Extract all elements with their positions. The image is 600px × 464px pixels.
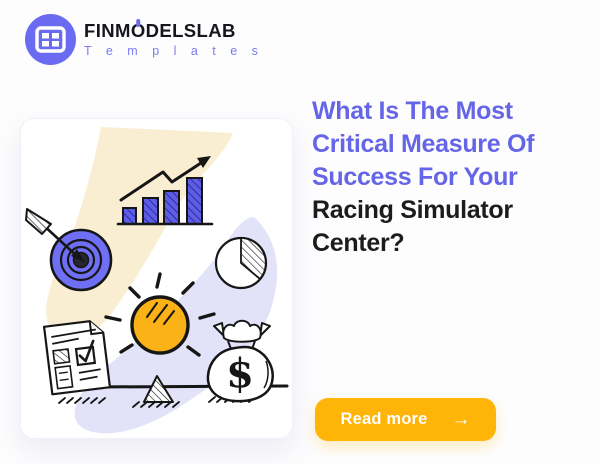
sun-rays <box>104 272 216 357</box>
title-line: What Is The Most <box>312 97 513 125</box>
read-more-button[interactable]: Read more → <box>315 398 496 441</box>
read-more-label: Read more <box>340 410 428 428</box>
dollar-sign: $ <box>226 350 254 397</box>
right-arrow-icon: → <box>451 409 471 430</box>
brand-part: FINM <box>84 20 131 41</box>
illustration-card: $ <box>20 118 293 439</box>
coin-icon <box>130 295 190 355</box>
finmodelslab-logo[interactable]: FINM O DELSLAB T e m p l a t e s <box>25 14 263 65</box>
money-bag-icon: $ <box>206 319 274 403</box>
brand-name: FINM O DELSLAB <box>84 20 263 41</box>
trend-arrow-icon <box>119 156 211 202</box>
title-line: Success For Your <box>312 163 518 191</box>
page-title: What Is The Most Critical Measure Of Suc… <box>312 95 596 260</box>
brand-part: DELSLAB <box>145 20 236 41</box>
target-with-dart-icon <box>25 208 113 292</box>
title-line: Center? <box>312 229 405 257</box>
document-checklist-icon <box>42 320 112 396</box>
title-line: Racing Simulator <box>312 196 513 224</box>
business-metrics-illustration: $ <box>25 127 289 434</box>
title-line: Critical Measure Of <box>312 130 535 158</box>
logo-grid-icon <box>25 14 76 65</box>
brand-o-power-icon: O <box>130 20 146 41</box>
brand-subtitle: T e m p l a t e s <box>84 43 264 58</box>
pie-chart-icon <box>214 236 268 290</box>
growth-bar-chart-icon <box>116 177 214 226</box>
